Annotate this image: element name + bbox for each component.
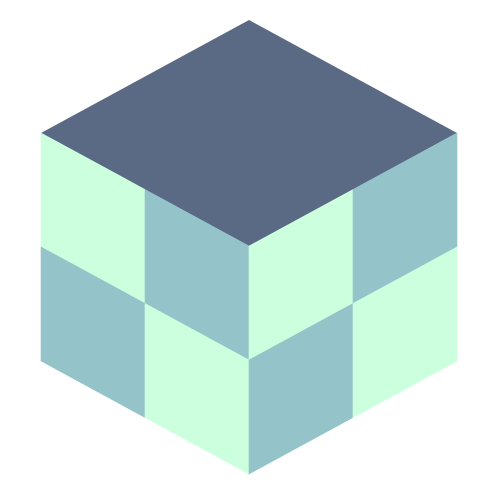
cube-right-face xyxy=(248,132,458,475)
right-face-tile-r1-c1 xyxy=(352,246,458,419)
cube-left-face xyxy=(40,132,250,475)
